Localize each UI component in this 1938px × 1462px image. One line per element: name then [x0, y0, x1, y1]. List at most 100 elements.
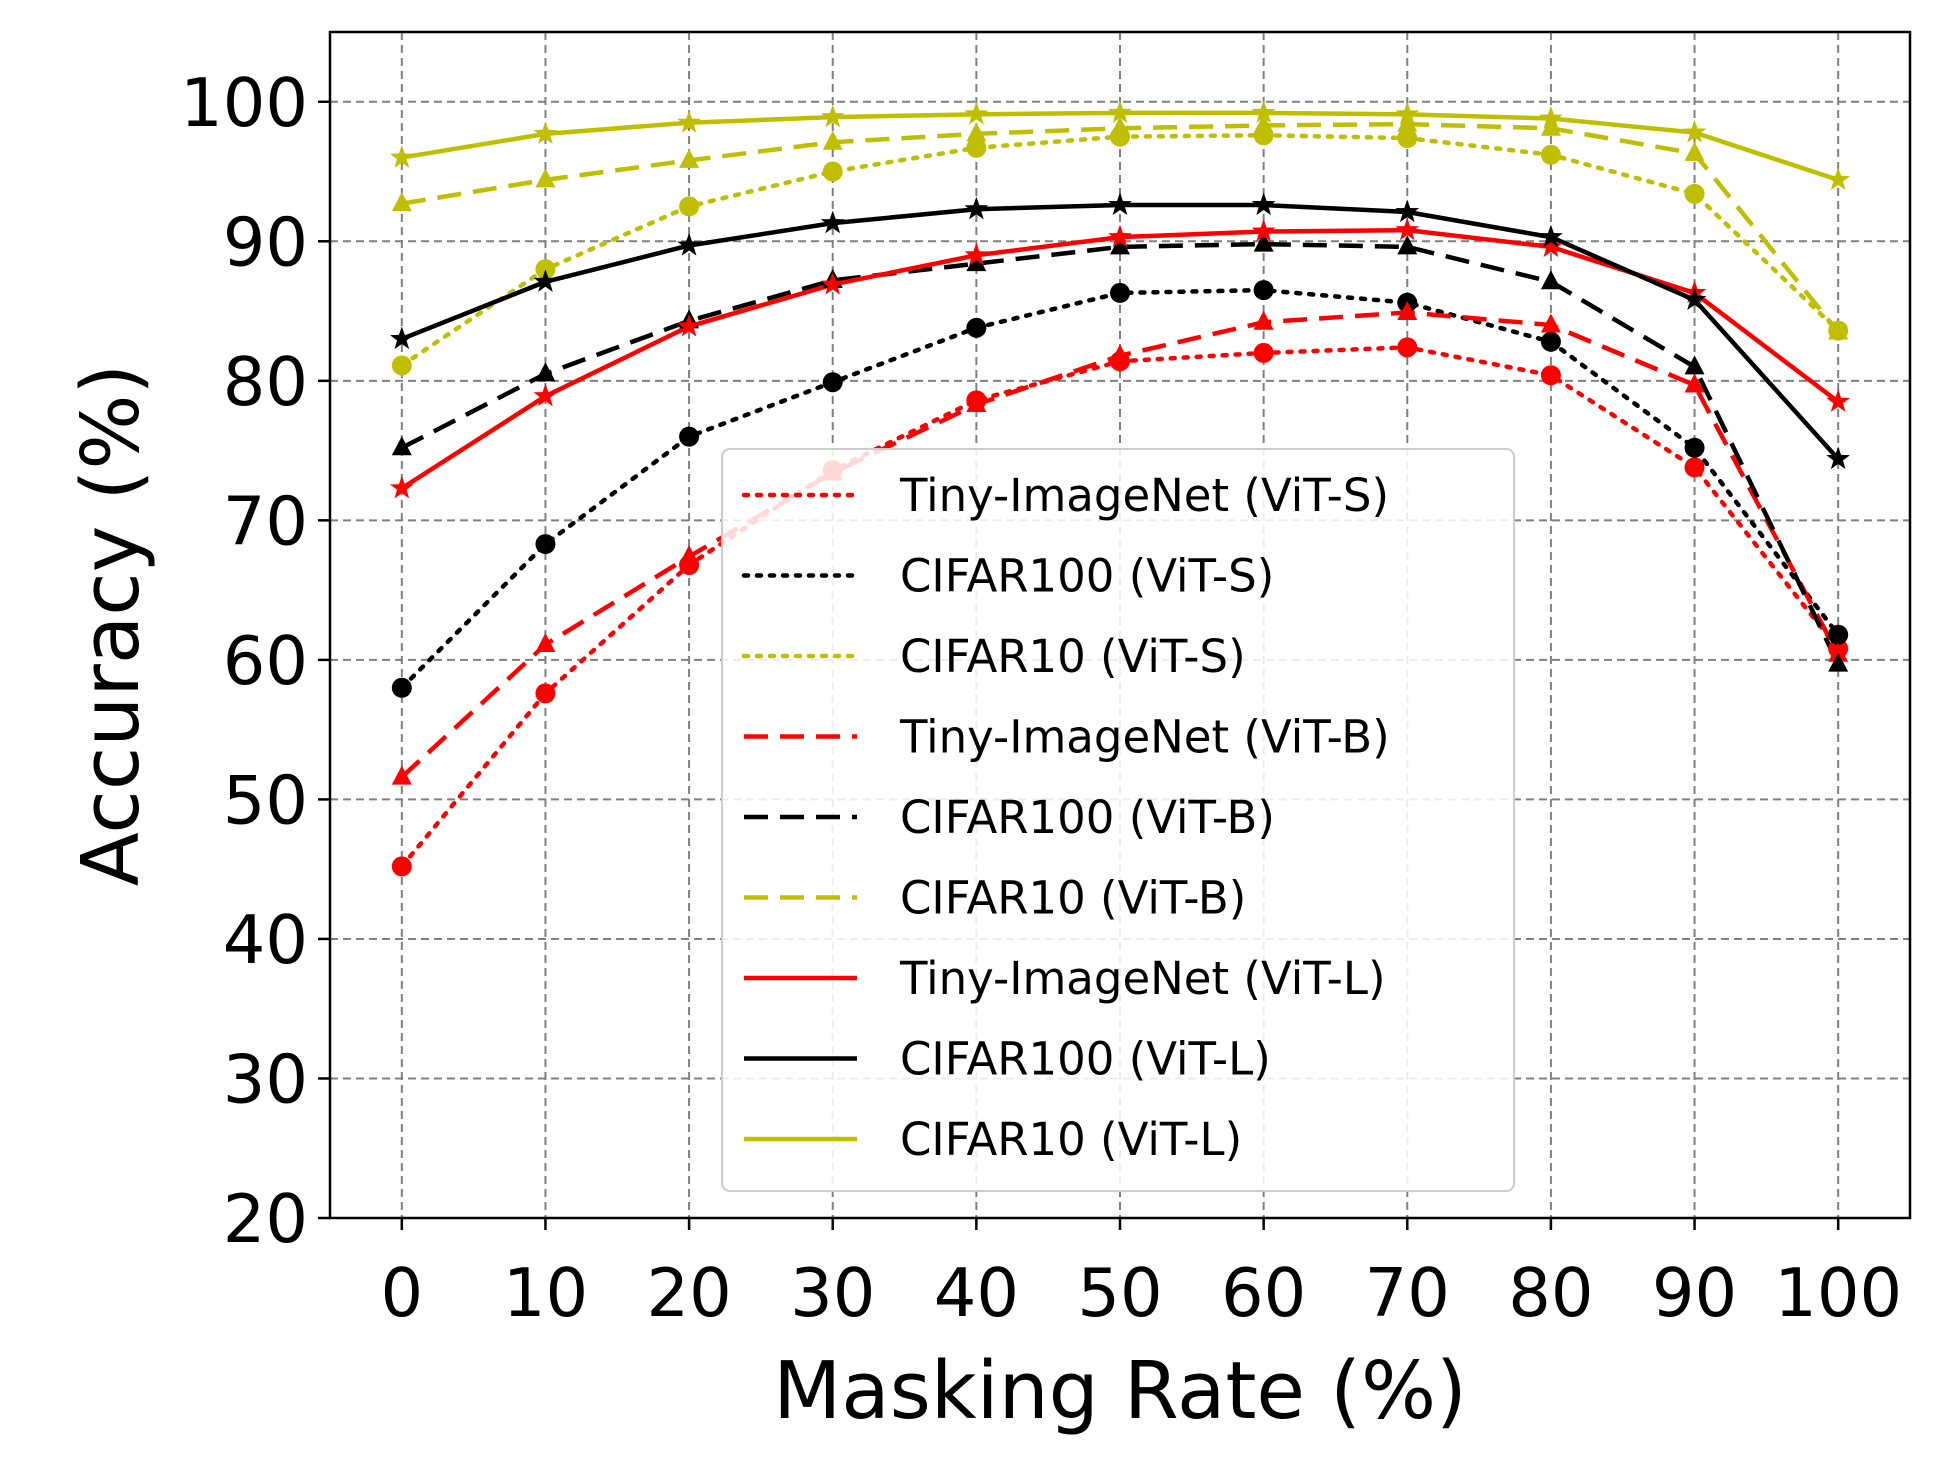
- y-tick-label: 100: [180, 64, 308, 142]
- y-axis-title: Accuracy (%): [65, 364, 157, 887]
- legend-label: CIFAR10 (ViT-L): [900, 1113, 1242, 1166]
- y-tick-label: 60: [223, 622, 308, 700]
- data-point-marker: [1108, 224, 1132, 248]
- data-point-marker: [533, 383, 558, 407]
- data-point-marker: [1684, 457, 1705, 478]
- data-point-marker: [966, 252, 987, 272]
- data-point-marker: [1108, 100, 1132, 124]
- data-point-marker: [820, 104, 845, 128]
- x-tick-label: 40: [934, 1254, 1019, 1332]
- legend-label: Tiny-ImageNet (ViT-B): [899, 711, 1390, 764]
- legend-label: CIFAR10 (ViT-B): [900, 872, 1246, 925]
- data-point-marker: [391, 765, 412, 785]
- data-point-marker: [1826, 167, 1851, 191]
- data-point-marker: [1684, 183, 1705, 204]
- data-point-marker: [1828, 320, 1849, 340]
- data-point-marker: [1826, 446, 1851, 470]
- data-point-marker: [389, 326, 414, 350]
- y-tick-label: 70: [223, 482, 308, 560]
- data-point-marker: [822, 161, 843, 182]
- data-point-marker: [966, 393, 987, 413]
- data-point-marker: [820, 210, 845, 234]
- data-point-marker: [535, 362, 556, 382]
- data-point-marker: [389, 475, 414, 499]
- data-point-marker: [1684, 141, 1705, 161]
- data-point-marker: [1395, 217, 1420, 241]
- data-point-marker: [964, 101, 989, 125]
- data-point-marker: [1540, 313, 1561, 333]
- data-point-marker: [1110, 344, 1130, 364]
- data-point-marker: [1397, 235, 1418, 255]
- series-markers: [389, 100, 1851, 877]
- data-point-marker: [1540, 144, 1561, 165]
- x-tick-label: 50: [1077, 1254, 1162, 1332]
- legend-label: CIFAR100 (ViT-S): [900, 550, 1274, 603]
- data-point-marker: [1539, 234, 1563, 257]
- data-point-marker: [391, 355, 412, 376]
- legend-label: CIFAR10 (ViT-S): [900, 630, 1246, 683]
- legend-label: Tiny-ImageNet (ViT-S): [899, 469, 1389, 522]
- data-point-marker: [1395, 199, 1420, 223]
- data-point-marker: [1828, 652, 1849, 672]
- data-point-marker: [535, 683, 556, 704]
- data-point-marker: [679, 426, 700, 447]
- data-point-marker: [533, 121, 558, 144]
- series-line: [400, 241, 1841, 666]
- data-point-marker: [1395, 101, 1420, 125]
- x-tick-label: 10: [503, 1254, 588, 1332]
- x-tick-label: 90: [1652, 1254, 1737, 1332]
- data-point-marker: [1110, 235, 1130, 255]
- x-tick-label: 30: [790, 1254, 875, 1332]
- x-axis: 0 10 20 30 40 50 60 70 80 90 100: [380, 1218, 1902, 1332]
- data-point-marker: [1540, 331, 1561, 352]
- data-point-marker: [679, 196, 700, 217]
- legend: Tiny-ImageNet (ViT-S) CIFAR100 (ViT-S) CIF…: [721, 448, 1515, 1192]
- data-point-marker: [1539, 106, 1563, 129]
- data-point-marker: [391, 856, 412, 877]
- data-point-marker: [1828, 642, 1849, 662]
- data-point-marker: [535, 259, 556, 280]
- data-point-marker: [535, 633, 556, 653]
- data-point-marker: [1828, 624, 1849, 645]
- data-point-marker: [1540, 270, 1561, 290]
- x-tick-label: 70: [1365, 1254, 1450, 1332]
- data-point-marker: [1397, 300, 1418, 320]
- data-point-marker: [535, 534, 556, 555]
- x-axis-title: Masking Rate (%): [773, 1345, 1467, 1437]
- data-point-marker: [391, 677, 412, 698]
- data-point-marker: [1108, 192, 1132, 216]
- y-tick-label: 50: [223, 761, 308, 839]
- data-point-marker: [1253, 280, 1274, 301]
- data-point-marker: [1539, 224, 1563, 248]
- data-point-marker: [1251, 100, 1276, 124]
- data-point-marker: [966, 137, 987, 158]
- data-point-marker: [677, 313, 701, 337]
- y-tick-label: 40: [223, 901, 308, 979]
- data-point-marker: [533, 269, 558, 292]
- data-point-marker: [389, 145, 414, 168]
- x-tick-label: 0: [380, 1254, 423, 1332]
- data-point-marker: [1684, 437, 1705, 458]
- data-point-marker: [1684, 373, 1705, 393]
- data-point-marker: [391, 436, 412, 456]
- data-point-marker: [1110, 282, 1130, 303]
- data-point-marker: [1826, 389, 1851, 412]
- data-point-marker: [679, 545, 700, 565]
- data-point-marker: [964, 196, 989, 220]
- data-point-marker: [966, 317, 987, 338]
- data-point-marker: [1540, 116, 1561, 136]
- y-axis: 20 30 40 50 60 70 80 90 100: [180, 64, 330, 1258]
- data-point-marker: [1253, 113, 1274, 133]
- data-point-marker: [1251, 219, 1276, 242]
- data-point-marker: [535, 168, 556, 188]
- data-point-marker: [1397, 337, 1418, 358]
- data-point-marker: [822, 372, 843, 393]
- data-point-marker: [1253, 232, 1274, 252]
- data-point-marker: [391, 192, 412, 212]
- data-point-marker: [964, 242, 989, 266]
- data-point-marker: [1397, 112, 1418, 132]
- data-point-marker: [1110, 116, 1130, 136]
- x-tick-label: 80: [1508, 1254, 1593, 1332]
- x-tick-label: 100: [1774, 1254, 1902, 1332]
